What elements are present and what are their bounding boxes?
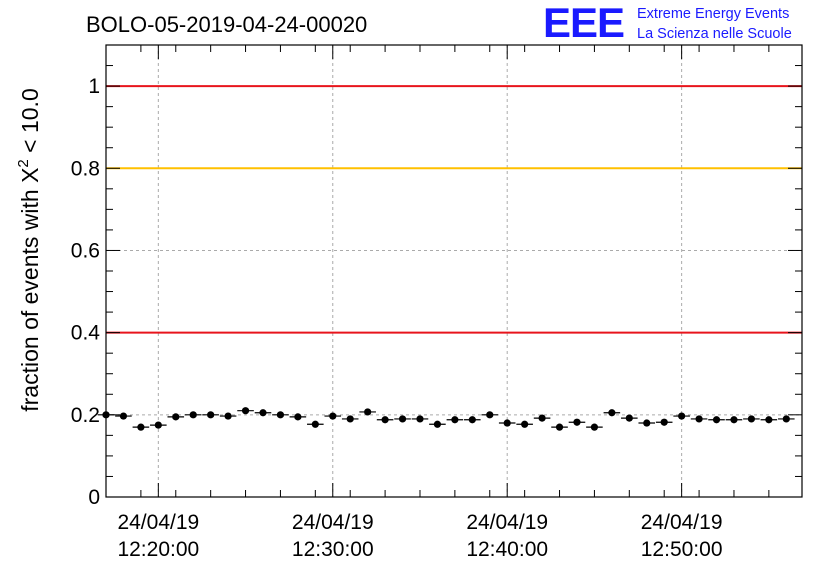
data-point <box>429 420 446 428</box>
y-tick-label: 1 <box>88 75 100 98</box>
data-point <box>359 408 376 416</box>
data-point <box>289 413 307 421</box>
data-point <box>673 412 690 420</box>
data-point <box>307 420 324 428</box>
data-point <box>272 411 289 419</box>
data-point <box>533 414 551 422</box>
data-point <box>743 415 760 423</box>
data-point <box>568 418 586 426</box>
x-tick-date: 24/04/19 <box>292 511 374 534</box>
data-point <box>725 416 743 424</box>
data-point <box>481 411 499 419</box>
eee-logo: EEE Extreme Energy Events La Scienza nel… <box>543 0 792 46</box>
x-tick-labels: 24/04/19 12:20:00 24/04/19 12:30:00 24/04/19… <box>117 511 722 561</box>
y-tick-label: 0.2 <box>71 404 100 427</box>
y-tick-label: 0.8 <box>71 157 100 180</box>
eee-logo-line1: Extreme Energy Events <box>637 6 789 22</box>
y-tick-label: 0.4 <box>71 322 101 345</box>
data-point <box>638 419 656 427</box>
data-point <box>132 423 150 431</box>
plot-frame <box>105 44 803 498</box>
y-tick-label: 0 <box>88 486 100 509</box>
data-point <box>341 415 359 423</box>
y-tick-labels: 0 0.2 0.4 0.6 0.8 1 <box>71 75 101 509</box>
data-point <box>237 407 254 415</box>
data-points <box>97 407 795 431</box>
data-point <box>551 423 568 431</box>
eee-logo-line2: La Scienza nelle Scuole <box>637 26 792 42</box>
chart-title: BOLO-05-2019-04-24-00020 <box>86 12 367 37</box>
data-point <box>219 412 237 420</box>
reference-lines <box>106 85 802 334</box>
data-point <box>464 416 481 424</box>
x-tick-time: 12:30:00 <box>292 538 374 561</box>
data-point <box>516 420 533 428</box>
data-point <box>621 414 638 422</box>
data-point <box>167 413 185 421</box>
x-tick-time: 12:50:00 <box>641 538 723 561</box>
data-point <box>498 419 516 427</box>
data-point <box>411 415 429 423</box>
data-point <box>254 409 272 417</box>
data-point <box>202 411 219 419</box>
data-point <box>778 415 795 423</box>
data-point <box>690 415 708 423</box>
y-tick-label: 0.6 <box>71 239 100 262</box>
x-tick-time: 12:20:00 <box>117 538 199 561</box>
data-point <box>150 421 167 429</box>
data-point <box>586 423 603 431</box>
data-point <box>446 416 464 424</box>
axis-ticks <box>105 45 802 498</box>
y-axis-title: fraction of events with X2 < 10.0 <box>15 88 43 412</box>
x-tick-time: 12:40:00 <box>466 538 548 561</box>
data-point <box>394 415 411 423</box>
x-tick-date: 24/04/19 <box>641 511 723 534</box>
data-point <box>708 416 725 424</box>
data-point <box>184 411 202 419</box>
data-point <box>760 416 778 424</box>
grid <box>106 45 802 497</box>
data-point <box>603 409 621 417</box>
data-point <box>324 412 342 420</box>
x-tick-date: 24/04/19 <box>117 511 199 534</box>
x-tick-date: 24/04/19 <box>466 511 548 534</box>
data-point <box>115 412 132 420</box>
data-point <box>376 416 394 424</box>
eee-logo-mark: EEE <box>543 0 624 46</box>
data-point <box>655 418 673 426</box>
